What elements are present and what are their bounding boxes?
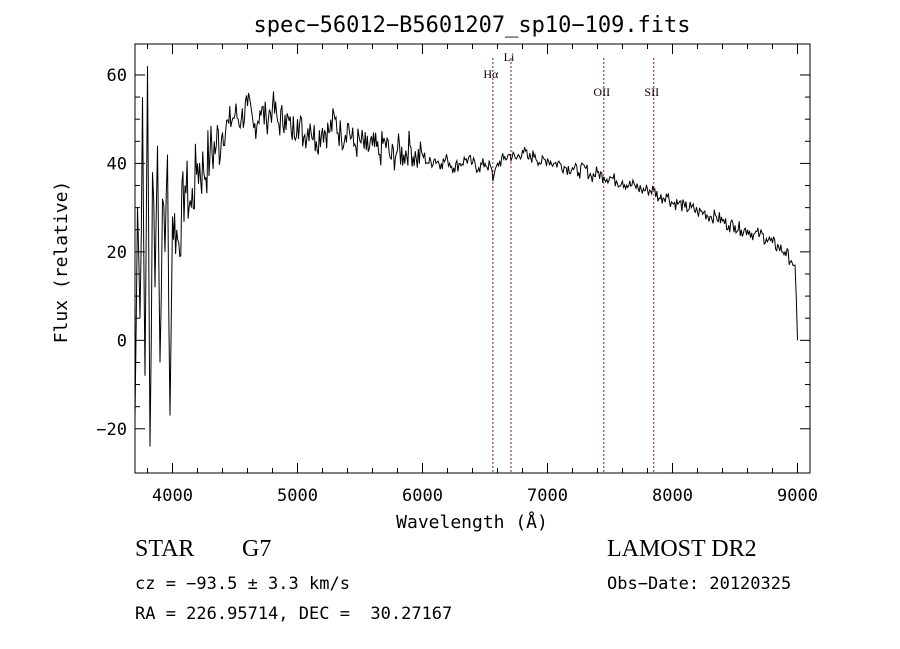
spectrum-line (134, 66, 798, 447)
line-marker-label: OII (593, 85, 610, 99)
x-axis-ticks: 4000 5000 6000 7000 8000 9000 (147, 44, 818, 506)
x-tick-label: 7000 (527, 486, 568, 506)
survey-name: LAMOST DR2 (607, 536, 757, 562)
x-tick-label: 9000 (777, 486, 818, 506)
line-marker-label: SII (644, 85, 659, 99)
x-tick-label: 6000 (402, 486, 443, 506)
y-axis-label: Flux (relative) (51, 181, 72, 344)
observation-date: Obs−Date: 20120325 (607, 574, 792, 594)
line-marker-label: Hα (483, 67, 499, 81)
y-tick-label: 60 (107, 66, 127, 86)
velocity-readout: cz = −93.5 ± 3.3 km/s (135, 574, 350, 594)
y-axis-ticks: −20 0 20 40 60 (96, 66, 810, 440)
x-tick-label: 8000 (652, 486, 693, 506)
object-class: STAR (135, 536, 195, 562)
y-tick-label: 20 (107, 243, 127, 263)
y-tick-label: 0 (117, 331, 127, 351)
x-tick-label: 5000 (277, 486, 318, 506)
x-axis-label: Wavelength (Å) (396, 511, 548, 533)
object-subclass: G7 (242, 536, 272, 562)
coordinates-readout: RA = 226.95714, DEC = 30.27167 (135, 604, 453, 624)
chart-title: spec−56012−B5601207_sp10−109.fits (253, 13, 690, 38)
y-tick-label: 40 (107, 154, 127, 174)
y-tick-label: −20 (96, 420, 127, 440)
line-marker-label: Li (504, 50, 515, 64)
x-tick-label: 4000 (152, 486, 193, 506)
emission-line-markers: Hα Li OII SII (483, 50, 659, 473)
